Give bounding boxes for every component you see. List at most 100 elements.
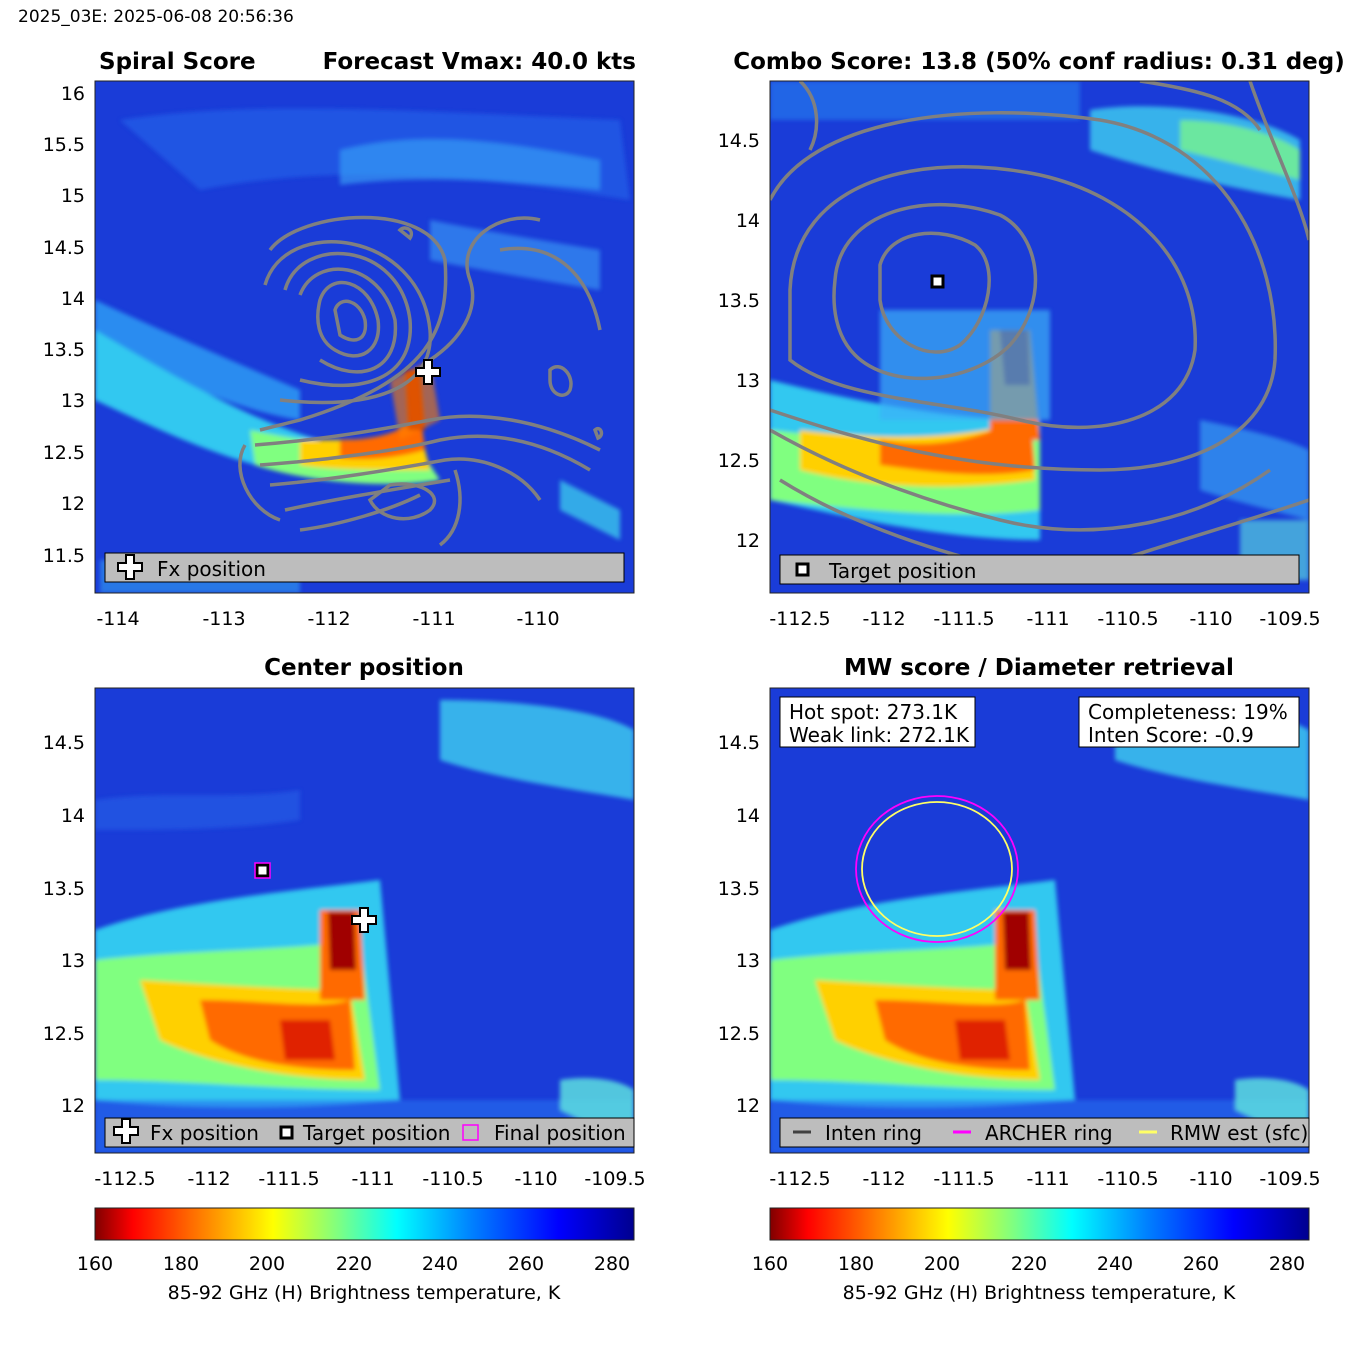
bl-xtick: -111.5 (258, 1168, 319, 1190)
bl-xtick: -111 (351, 1168, 394, 1190)
panel-center-position: Center position Fx positi (43, 655, 646, 1190)
center-title: Center position (264, 655, 464, 681)
tr-contours (770, 81, 1309, 582)
bl-final-marker (254, 862, 271, 879)
tr-axes-box (769, 80, 1310, 594)
cbr-tick: 280 (1269, 1253, 1305, 1275)
figure-suptitle: 2025_03E: 2025-06-08 20:56:36 (18, 7, 294, 27)
cbl-tick: 220 (336, 1253, 372, 1275)
tr-ytick: 13.5 (718, 290, 760, 312)
cbr-tick: 240 (1097, 1253, 1133, 1275)
br-xtick: -112 (862, 1168, 905, 1190)
bl-ytick: 14.5 (43, 732, 85, 754)
inten-score-text: Inten Score: -0.9 (1088, 723, 1254, 747)
hot-spot-text: Hot spot: 273.1K (789, 700, 958, 724)
bl-legend-target: Target position (302, 1121, 450, 1145)
br-axes-box (769, 687, 1310, 1154)
colorbar-left-bar (94, 1207, 635, 1241)
tl-xtick: -110 (516, 608, 559, 630)
br-ytick: 12.5 (718, 1023, 760, 1045)
cbr-tick: 200 (924, 1253, 960, 1275)
br-heatmap (770, 688, 1309, 1153)
final-position-icon (462, 1124, 479, 1141)
cbl-tick: 280 (594, 1253, 630, 1275)
combo-title: Combo Score: 13.8 (50% conf radius: 0.31… (733, 49, 1345, 75)
tl-ytick: 13 (61, 390, 85, 412)
cbl-tick: 180 (163, 1253, 199, 1275)
bl-xtick: -112 (187, 1168, 230, 1190)
bl-ytick: 12.5 (43, 1023, 85, 1045)
target-position-icon (795, 562, 810, 577)
br-legend-box (779, 1117, 1310, 1148)
tl-ytick: 16 (61, 83, 85, 105)
tl-xtick: -113 (202, 608, 245, 630)
bl-ytick: 12 (61, 1095, 85, 1117)
panel-spiral-score: Spiral Score Forecast Vmax: 40.0 kts (43, 49, 636, 630)
br-ytick: 14 (736, 805, 760, 827)
colorbar-left: 160 180 200 220 240 260 280 85-92 GHz (H… (77, 1207, 635, 1304)
cbl-tick: 240 (422, 1253, 458, 1275)
tr-ytick: 12.5 (718, 450, 760, 472)
tr-xtick: -112.5 (769, 608, 830, 630)
colorbar-right-label: 85-92 GHz (H) Brightness temperature, K (843, 1282, 1236, 1304)
mw-title: MW score / Diameter retrieval (844, 655, 1234, 681)
tl-ytick: 12 (61, 493, 85, 515)
vmax-title: Forecast Vmax: 40.0 kts (323, 49, 636, 75)
tl-heatmap (95, 81, 634, 593)
cbl-tick: 160 (77, 1253, 113, 1275)
tr-xtick: -111.5 (933, 608, 994, 630)
tr-xtick: -110 (1189, 608, 1232, 630)
panel-mw-score: MW score / Diameter retrieval Hot spot: … (718, 655, 1321, 1190)
target-position-icon (279, 1125, 294, 1140)
bl-ytick: 13.5 (43, 878, 85, 900)
hotspot-box-bg (779, 696, 976, 748)
tr-heatmap (770, 81, 1309, 593)
bl-legend-final: Final position (494, 1121, 626, 1145)
br-ytick: 13 (736, 950, 760, 972)
cbr-tick: 260 (1183, 1253, 1219, 1275)
fx-position-icon (113, 1118, 139, 1144)
br-ytick: 13.5 (718, 878, 760, 900)
tl-legend-fx: Fx position (157, 557, 266, 581)
br-legend: Inten ring ARCHER ring RMW est (sfc) (779, 1117, 1310, 1148)
bl-xtick: -110 (514, 1168, 557, 1190)
br-xtick: -110 (1189, 1168, 1232, 1190)
bl-axes-box (94, 687, 635, 1154)
cbr-tick: 180 (838, 1253, 874, 1275)
br-xtick: -109.5 (1259, 1168, 1320, 1190)
bl-xtick: -110.5 (422, 1168, 483, 1190)
bl-ytick: 14 (61, 805, 85, 827)
tl-ytick: 15.5 (43, 134, 85, 156)
tl-legend: Fx position (104, 552, 625, 583)
archer-ring (855, 795, 1019, 943)
tl-ytick: 14.5 (43, 237, 85, 259)
cbl-tick: 200 (249, 1253, 285, 1275)
br-hotspot-box: Hot spot: 273.1K Weak link: 272.1K (779, 696, 976, 748)
tr-legend-target: Target position (828, 559, 976, 583)
tr-legend-box (779, 554, 1300, 585)
bl-target-marker (255, 863, 270, 878)
colorbar-right: 160 180 200 220 240 260 280 85-92 GHz (H… (752, 1207, 1310, 1304)
br-legend-inten: Inten ring (825, 1121, 922, 1145)
br-legend-rmw: RMW est (sfc) (1170, 1121, 1308, 1145)
cbr-tick: 160 (752, 1253, 788, 1275)
tl-xtick: -112 (307, 608, 350, 630)
tr-ytick: 14 (736, 210, 760, 232)
br-xtick: -110.5 (1097, 1168, 1158, 1190)
spiral-title: Spiral Score (99, 49, 256, 75)
bl-xtick: -109.5 (584, 1168, 645, 1190)
cbr-tick: 220 (1011, 1253, 1047, 1275)
tl-ytick: 13.5 (43, 339, 85, 361)
br-legend-archer: ARCHER ring (985, 1121, 1113, 1145)
bl-legend: Fx position Target position Final positi… (104, 1117, 635, 1148)
tr-xtick: -109.5 (1259, 608, 1320, 630)
tr-legend: Target position (779, 554, 1300, 585)
bl-legend-box (104, 1117, 635, 1148)
tr-xtick: -110.5 (1097, 608, 1158, 630)
bl-xtick: -112.5 (94, 1168, 155, 1190)
tl-fx-marker (415, 359, 441, 385)
br-completeness-box: Completeness: 19% Inten Score: -0.9 (1078, 696, 1300, 748)
br-ytick: 12 (736, 1095, 760, 1117)
bl-ytick: 13 (61, 950, 85, 972)
br-xtick: -112.5 (769, 1168, 830, 1190)
